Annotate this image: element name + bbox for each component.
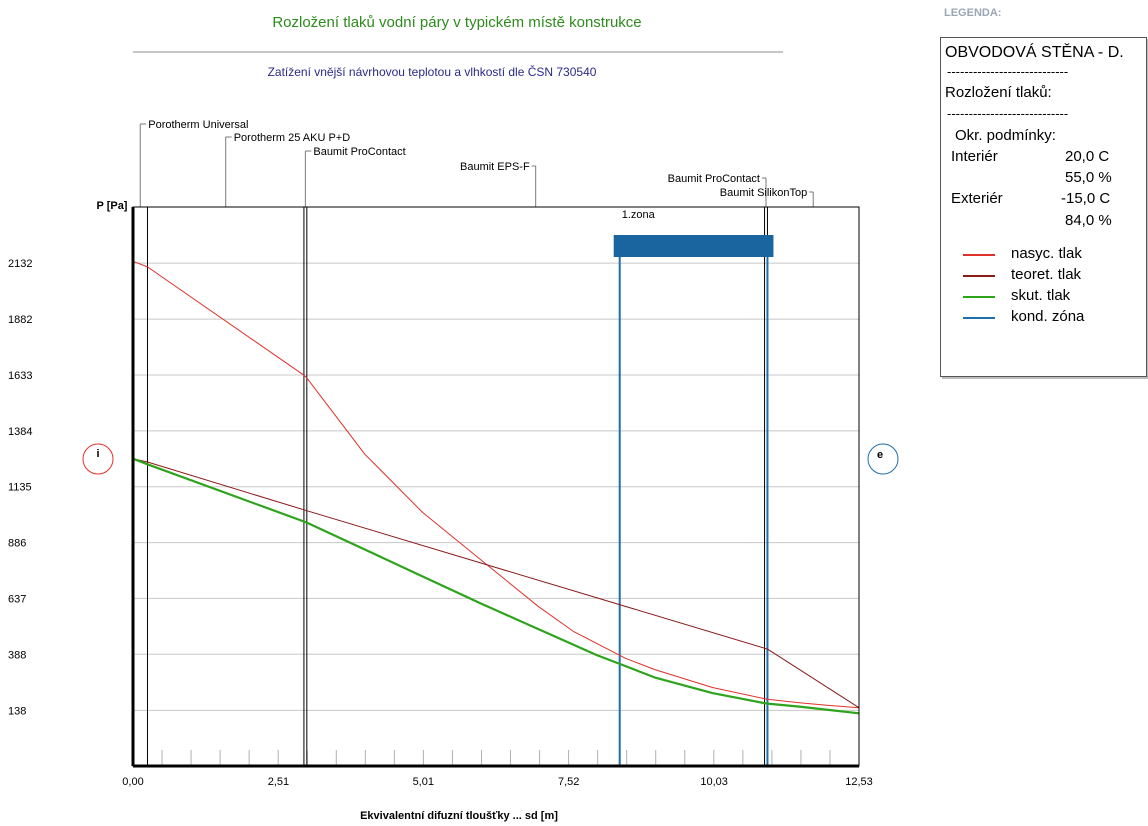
x-tick-label: 7,52 xyxy=(558,776,579,788)
legend-panel: OBVODOVÁ STĚNA - D. --------------------… xyxy=(940,37,1147,377)
legend-divider: ---------------------------- xyxy=(947,64,1069,79)
legend-swatch-teoret xyxy=(963,275,995,277)
interior-rh: 55,0 % xyxy=(1065,169,1112,186)
layer-label: Baumit ProContact xyxy=(313,146,405,158)
layer-label: Porotherm 25 AKU P+D xyxy=(234,132,351,144)
layer-label: Baumit SilikonTop xyxy=(720,187,807,199)
interior-temp: 20,0 C xyxy=(1065,148,1110,165)
legend-label-skut: skut. tlak xyxy=(1011,287,1071,304)
legend-section-title: Rozložení tlaků: xyxy=(945,84,1052,101)
legend-swatch-skut xyxy=(963,296,995,298)
y-tick-label: 886 xyxy=(8,538,26,550)
legend-head: OBVODOVÁ STĚNA - D. xyxy=(945,44,1124,61)
exterior-rh: 84,0 % xyxy=(1065,212,1112,229)
interior-label: Interiér xyxy=(951,148,998,165)
legend-caption: LEGENDA: xyxy=(944,7,1001,19)
layer-label: Baumit ProContact xyxy=(668,173,760,185)
legend-label-kond: kond. zóna xyxy=(1011,308,1085,325)
x-tick-label: 10,03 xyxy=(700,776,728,788)
legend-label-nasyc: nasyc. tlak xyxy=(1011,245,1082,262)
y-tick-label: 1882 xyxy=(8,314,32,326)
y-tick-label: 637 xyxy=(8,593,26,605)
conditions-title: Okr. podmínky: xyxy=(955,127,1056,144)
legend-label-teoret: teoret. tlak xyxy=(1011,266,1082,283)
exterior-marker-label: e xyxy=(877,449,883,461)
chart-title: Rozložení tlaků vodní páry v typickém mí… xyxy=(272,14,641,31)
legend-swatch-nasyc xyxy=(963,254,995,256)
interior-marker xyxy=(82,443,114,475)
x-tick-labels: 0,00 2,51 5,01 7,52 10,03 12,53 xyxy=(122,750,873,788)
y-tick-label: 1633 xyxy=(8,370,32,382)
layer-label: Baumit EPS-F xyxy=(460,161,530,173)
series-lines xyxy=(132,260,860,715)
y-tick-label: 388 xyxy=(8,649,26,661)
chart-subtitle: Zatížení vnější návrhovou teplotou a vlh… xyxy=(268,64,597,79)
layer-label: Porotherm Universal xyxy=(148,119,248,131)
x-tick-label: 5,01 xyxy=(413,776,434,788)
y-tick-label: 1384 xyxy=(8,426,32,438)
exterior-temp: -15,0 C xyxy=(1061,190,1111,207)
x-axis-label: Ekvivalentní difuzní tloušťky ... sd [m] xyxy=(360,810,558,822)
condensation-zone: 1.zona xyxy=(613,209,774,766)
interior-marker-label: i xyxy=(96,448,99,460)
legend-divider: ---------------------------- xyxy=(947,106,1069,121)
series-line-3 xyxy=(132,457,860,715)
exterior-label: Exteriér xyxy=(951,190,1003,207)
series-line-2 xyxy=(132,458,860,709)
zone-bar xyxy=(613,235,774,257)
y-tick-label: 2132 xyxy=(8,258,32,270)
legend-swatch-kond xyxy=(963,317,995,319)
y-tick-label: 138 xyxy=(8,705,26,717)
y-axis-label: P [Pa] xyxy=(97,200,128,212)
grid xyxy=(133,262,859,711)
zone-label: 1.zona xyxy=(622,209,656,221)
series-line-1 xyxy=(132,260,860,709)
y-tick-labels: 138 388 637 886 1135 1384 1633 1882 2132 xyxy=(8,258,32,717)
y-tick-label: 1135 xyxy=(8,482,32,494)
x-tick-label: 12,53 xyxy=(845,776,873,788)
x-tick-label: 0,00 xyxy=(122,776,143,788)
x-tick-label: 2,51 xyxy=(268,776,289,788)
exterior-marker xyxy=(867,443,899,475)
